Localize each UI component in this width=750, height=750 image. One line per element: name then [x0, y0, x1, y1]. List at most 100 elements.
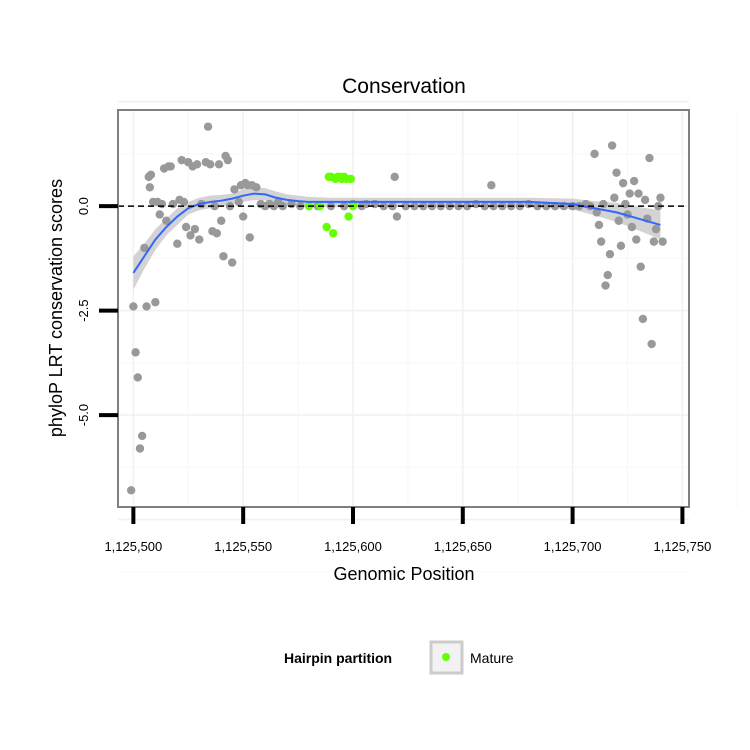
point-other-72: [390, 172, 399, 182]
point-other-4: [135, 444, 145, 453]
point-mature-12: [344, 212, 353, 221]
point-other-31: [195, 235, 204, 244]
point-other-118: [634, 189, 643, 198]
point-mature-2: [322, 222, 331, 232]
point-other-21: [173, 239, 182, 248]
point-other-99: [592, 208, 601, 217]
point-other-128: [656, 193, 665, 202]
y-tick-label-1: -2.5: [76, 299, 91, 321]
point-other-111: [618, 178, 628, 188]
point-other-12: [151, 298, 160, 307]
point-other-116: [629, 176, 639, 186]
point-other-24: [179, 197, 189, 207]
series-mature: [304, 172, 358, 238]
point-other-74: [401, 201, 410, 211]
point-other-125: [649, 237, 659, 246]
point-other-17: [162, 216, 171, 225]
point-other-10: [146, 170, 156, 179]
point-other-102: [599, 199, 608, 209]
point-other-100: [594, 220, 604, 230]
point-other-35: [206, 160, 215, 169]
point-other-54: [252, 183, 261, 192]
point-other-34: [203, 122, 213, 131]
point-other-37: [210, 201, 219, 211]
point-other-101: [596, 237, 606, 246]
point-other-114: [625, 189, 634, 198]
point-other-119: [636, 262, 645, 271]
point-other-105: [605, 249, 615, 259]
point-other-19: [166, 162, 175, 171]
point-other-15: [157, 199, 167, 209]
legend-mature-point: [442, 653, 450, 661]
legend: Hairpin partition Mature: [284, 640, 514, 675]
point-mature-5: [329, 229, 338, 238]
y-axis: 0.0 -2.5 -5.0: [76, 197, 118, 426]
point-other-23: [177, 155, 186, 165]
y-tick-label-2: -5.0: [76, 404, 91, 426]
plot-border: [117, 109, 690, 508]
point-other-98: [590, 149, 599, 159]
point-other-47: [234, 197, 243, 207]
point-other-65: [340, 201, 349, 211]
legend-title: Hairpin partition: [284, 650, 392, 666]
point-other-52: [245, 233, 254, 242]
point-other-75: [410, 201, 419, 211]
point-other-126: [651, 224, 661, 234]
point-other-7: [142, 302, 151, 311]
plot-background: [118, 110, 689, 507]
chart-title: Conservation: [342, 75, 466, 98]
point-other-117: [632, 235, 641, 244]
point-other-45: [228, 258, 237, 267]
smooth-line-layer: [132, 192, 661, 274]
point-other-108: [612, 168, 621, 177]
point-other-43: [223, 155, 233, 165]
x-tick-label-2: 1,125,600: [324, 539, 382, 554]
legend-label-mature: Mature: [470, 650, 514, 666]
point-other-40: [217, 216, 226, 225]
point-other-107: [610, 193, 619, 202]
point-other-110: [616, 241, 626, 251]
point-other-106: [607, 141, 617, 150]
point-other-73: [392, 212, 402, 221]
point-other-1: [129, 302, 138, 311]
smooth-line: [132, 192, 661, 274]
point-other-5: [137, 431, 147, 441]
point-other-30: [192, 160, 202, 169]
point-other-46: [230, 185, 239, 194]
point-mature-13: [346, 174, 355, 184]
plot-area: [117, 100, 738, 573]
point-other-27: [186, 231, 195, 240]
point-other-9: [145, 183, 155, 192]
point-other-123: [645, 153, 654, 163]
y-tick-label-0: 0.0: [76, 197, 91, 215]
point-other-29: [190, 224, 200, 234]
point-other-90: [533, 201, 542, 211]
point-other-109: [614, 216, 623, 225]
point-other-41: [219, 252, 228, 261]
point-other-115: [627, 222, 637, 232]
point-other-83: [480, 201, 489, 211]
point-other-84: [487, 181, 496, 190]
point-other-104: [603, 270, 612, 280]
point-other-38: [212, 229, 222, 238]
x-axis: 1,125,500 1,125,550 1,125,600 1,125,650 1,12…: [104, 507, 711, 554]
point-other-39: [214, 160, 224, 169]
point-other-3: [133, 373, 142, 382]
point-other-124: [647, 339, 656, 349]
point-other-0: [126, 486, 136, 495]
x-tick-label-0: 1,125,500: [104, 539, 162, 554]
x-tick-label-1: 1,125,550: [214, 539, 272, 554]
point-other-103: [601, 281, 610, 290]
x-axis-title: Genomic Position: [333, 564, 474, 584]
point-other-14: [155, 210, 164, 219]
point-other-49: [238, 212, 248, 221]
point-other-129: [658, 237, 667, 246]
point-other-121: [640, 195, 650, 205]
y-axis-title: phyloP LRT conservation scores: [46, 179, 66, 437]
point-other-112: [621, 199, 630, 209]
point-other-25: [181, 222, 191, 232]
point-other-120: [638, 314, 648, 324]
x-tick-label-5: 1,125,750: [653, 539, 711, 554]
x-tick-label-3: 1,125,650: [434, 539, 492, 554]
